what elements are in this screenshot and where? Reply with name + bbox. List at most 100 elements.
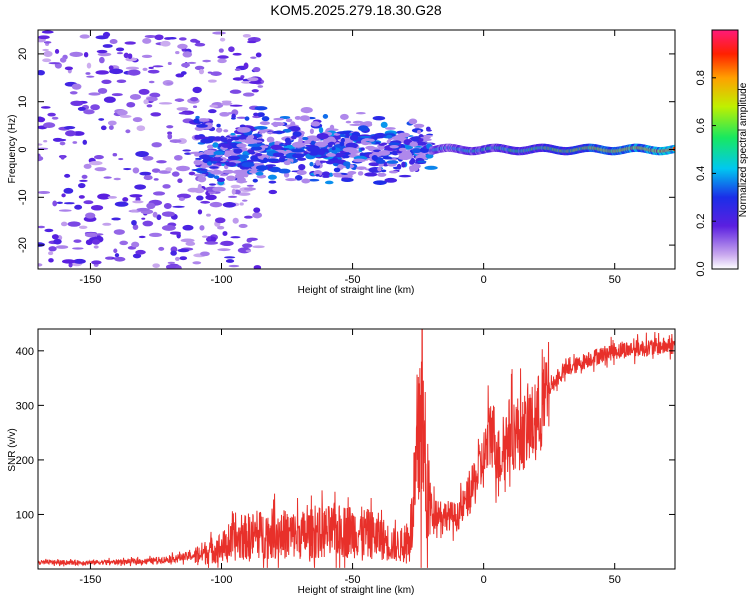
spectrogram-cell [118, 157, 124, 161]
spectrogram-cell [359, 135, 372, 139]
spectrogram-cell [341, 155, 350, 159]
spectrogram-cell [139, 171, 152, 176]
spectrogram-cell [146, 104, 153, 108]
spectrogram-cell [51, 116, 59, 120]
spectrogram-cell [63, 125, 76, 130]
spectrogram-cell [132, 200, 144, 204]
spectrogram-cell [378, 149, 391, 156]
spectrogram-cell [298, 137, 303, 144]
spectrogram-cell [192, 261, 202, 265]
spectrogram-cell [254, 125, 268, 130]
spectrogram-cell [99, 56, 105, 64]
spectrogram-cell [202, 59, 212, 63]
spectrogram-cell [42, 48, 50, 52]
spectrogram-cell [103, 176, 112, 179]
spectrogram-cell [255, 165, 269, 171]
spectrogram-cell [246, 184, 254, 187]
spectrogram-cell [223, 256, 236, 259]
spectrogram-cell [43, 41, 52, 44]
spectrogram-cell [116, 79, 127, 83]
spectrogram-cell [125, 129, 131, 134]
colorbar-ticks: 0.0 0.2 0.4 0.6 0.8 [695, 70, 716, 277]
spectrogram-cell [364, 172, 378, 177]
spectrogram-cell [67, 221, 81, 227]
snr-x-tick-label: -150 [79, 574, 101, 586]
spectrogram-cell [126, 101, 136, 108]
spectrogram-cell [229, 136, 241, 141]
spectrogram-cell [237, 135, 247, 140]
spectrogram-cell [161, 224, 176, 231]
spectrogram-cell [209, 166, 219, 169]
spectrogram-cell [200, 200, 211, 204]
spectrogram-cell [149, 92, 161, 98]
spectrogram-cell [127, 53, 133, 59]
spectrogram-heatmap [38, 30, 675, 269]
spectrogram-cell [175, 51, 180, 55]
spectrogram-cell [261, 116, 270, 122]
spectrogram-cell [187, 187, 199, 193]
spectrogram-cell [57, 138, 67, 142]
spectrogram-cell [241, 199, 248, 202]
colorbar-tick-label: 0.6 [695, 118, 707, 133]
spectrogram-cell [52, 200, 58, 207]
spectrogram-cell [251, 89, 259, 93]
spectrogram-cell [131, 241, 140, 248]
spectrogram-cell [229, 89, 242, 94]
spectrogram-cell [206, 213, 211, 217]
spectrogram-cell [144, 34, 157, 38]
spectrogram-cell [48, 246, 57, 252]
spectrogram-cell [340, 113, 349, 120]
spectrogram-cell [195, 157, 202, 161]
spectrogram-cell [96, 49, 108, 54]
spectrogram-cell [73, 239, 82, 243]
spectrogram-cell [188, 171, 196, 176]
spectrogram-cell [125, 57, 138, 62]
spectrogram-cell [249, 81, 262, 84]
spectrogram-cell [291, 141, 306, 148]
spectrogram-cell [388, 142, 401, 146]
spectrogram-cell [352, 158, 366, 163]
spectrogram-x-tick-label: 0 [481, 274, 487, 286]
spectrogram-cell [194, 134, 201, 140]
spectrogram-cell [212, 186, 226, 192]
spectrogram-cell [113, 177, 121, 181]
spectrogram-cell [221, 143, 230, 148]
spectrogram-cell [401, 161, 406, 168]
spectrogram-cell [243, 62, 249, 69]
spectrogram-cell [103, 96, 116, 103]
spectrogram-cell [206, 161, 213, 166]
spectrogram-cell [43, 50, 53, 57]
spectrogram-cell [315, 174, 320, 177]
spectrogram-cell [161, 211, 175, 217]
spectrogram-cell [182, 224, 194, 231]
spectrogram-cell [227, 195, 238, 198]
snr-frame [37, 328, 676, 570]
spectrogram-cell [114, 256, 126, 262]
spectrogram-cell [329, 124, 335, 130]
spectrogram-cell [59, 141, 66, 146]
spectrogram-cell [208, 183, 216, 186]
spectrogram-cell [198, 68, 205, 75]
spectrogram-cell [69, 51, 83, 57]
spectrogram-cell [217, 58, 227, 64]
spectrogram-cell [410, 157, 416, 164]
spectrogram-cell [373, 132, 387, 139]
spectrogram-cell [242, 92, 255, 97]
spectrogram-cell [236, 180, 248, 183]
spectrogram-cell [44, 228, 54, 233]
spectrogram-cell [236, 143, 247, 148]
spectrogram-cell [153, 191, 166, 196]
spectrogram-cell [209, 104, 219, 108]
spectrogram-cell [130, 209, 138, 213]
spectrogram-y-tick-label: 20 [17, 48, 29, 60]
spectrogram-cell [163, 203, 172, 209]
spectrogram-cell [174, 154, 183, 161]
spectrogram-cell [108, 125, 114, 130]
spectrogram-cell [116, 52, 124, 55]
spectrogram-cell [195, 124, 208, 128]
snr-series-line [38, 329, 675, 568]
spectrogram-cell [244, 116, 250, 121]
spectrogram-cell [86, 75, 95, 78]
spectrogram-cell [373, 136, 378, 141]
